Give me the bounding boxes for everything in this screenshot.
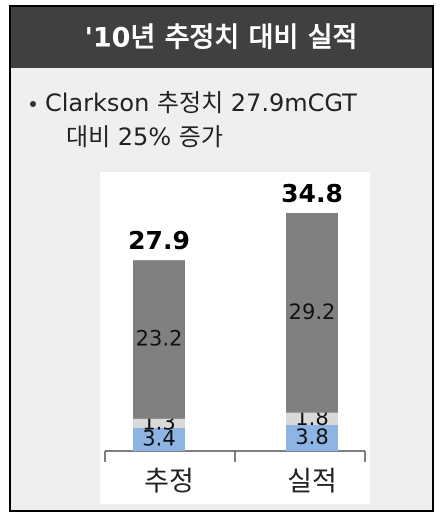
bullet-text: Clarkson 추정치 27.9mCGT: [45, 89, 357, 117]
value-label: 29.2: [289, 300, 336, 324]
chart-title: '10년 추정치 대비 실적: [85, 23, 358, 54]
bullet: [30, 101, 36, 107]
value-label: 23.2: [136, 327, 183, 351]
bar-segment: [133, 418, 185, 428]
total-label: 27.9: [128, 226, 190, 255]
bar-segment: [133, 427, 185, 451]
value-label: 3.4: [142, 426, 175, 450]
bar-segment: [286, 412, 338, 426]
value-label: 3.8: [295, 425, 328, 449]
bar-segment: [286, 425, 338, 451]
title-bar: [11, 7, 432, 68]
bar-segment: [286, 213, 338, 413]
x-tick-label: 실적: [287, 467, 337, 498]
bullet-text: 대비 25% 증가: [66, 123, 223, 151]
bar-segment: [133, 260, 185, 419]
total-label: 34.8: [281, 179, 343, 208]
x-tick-label: 추정: [144, 467, 194, 498]
